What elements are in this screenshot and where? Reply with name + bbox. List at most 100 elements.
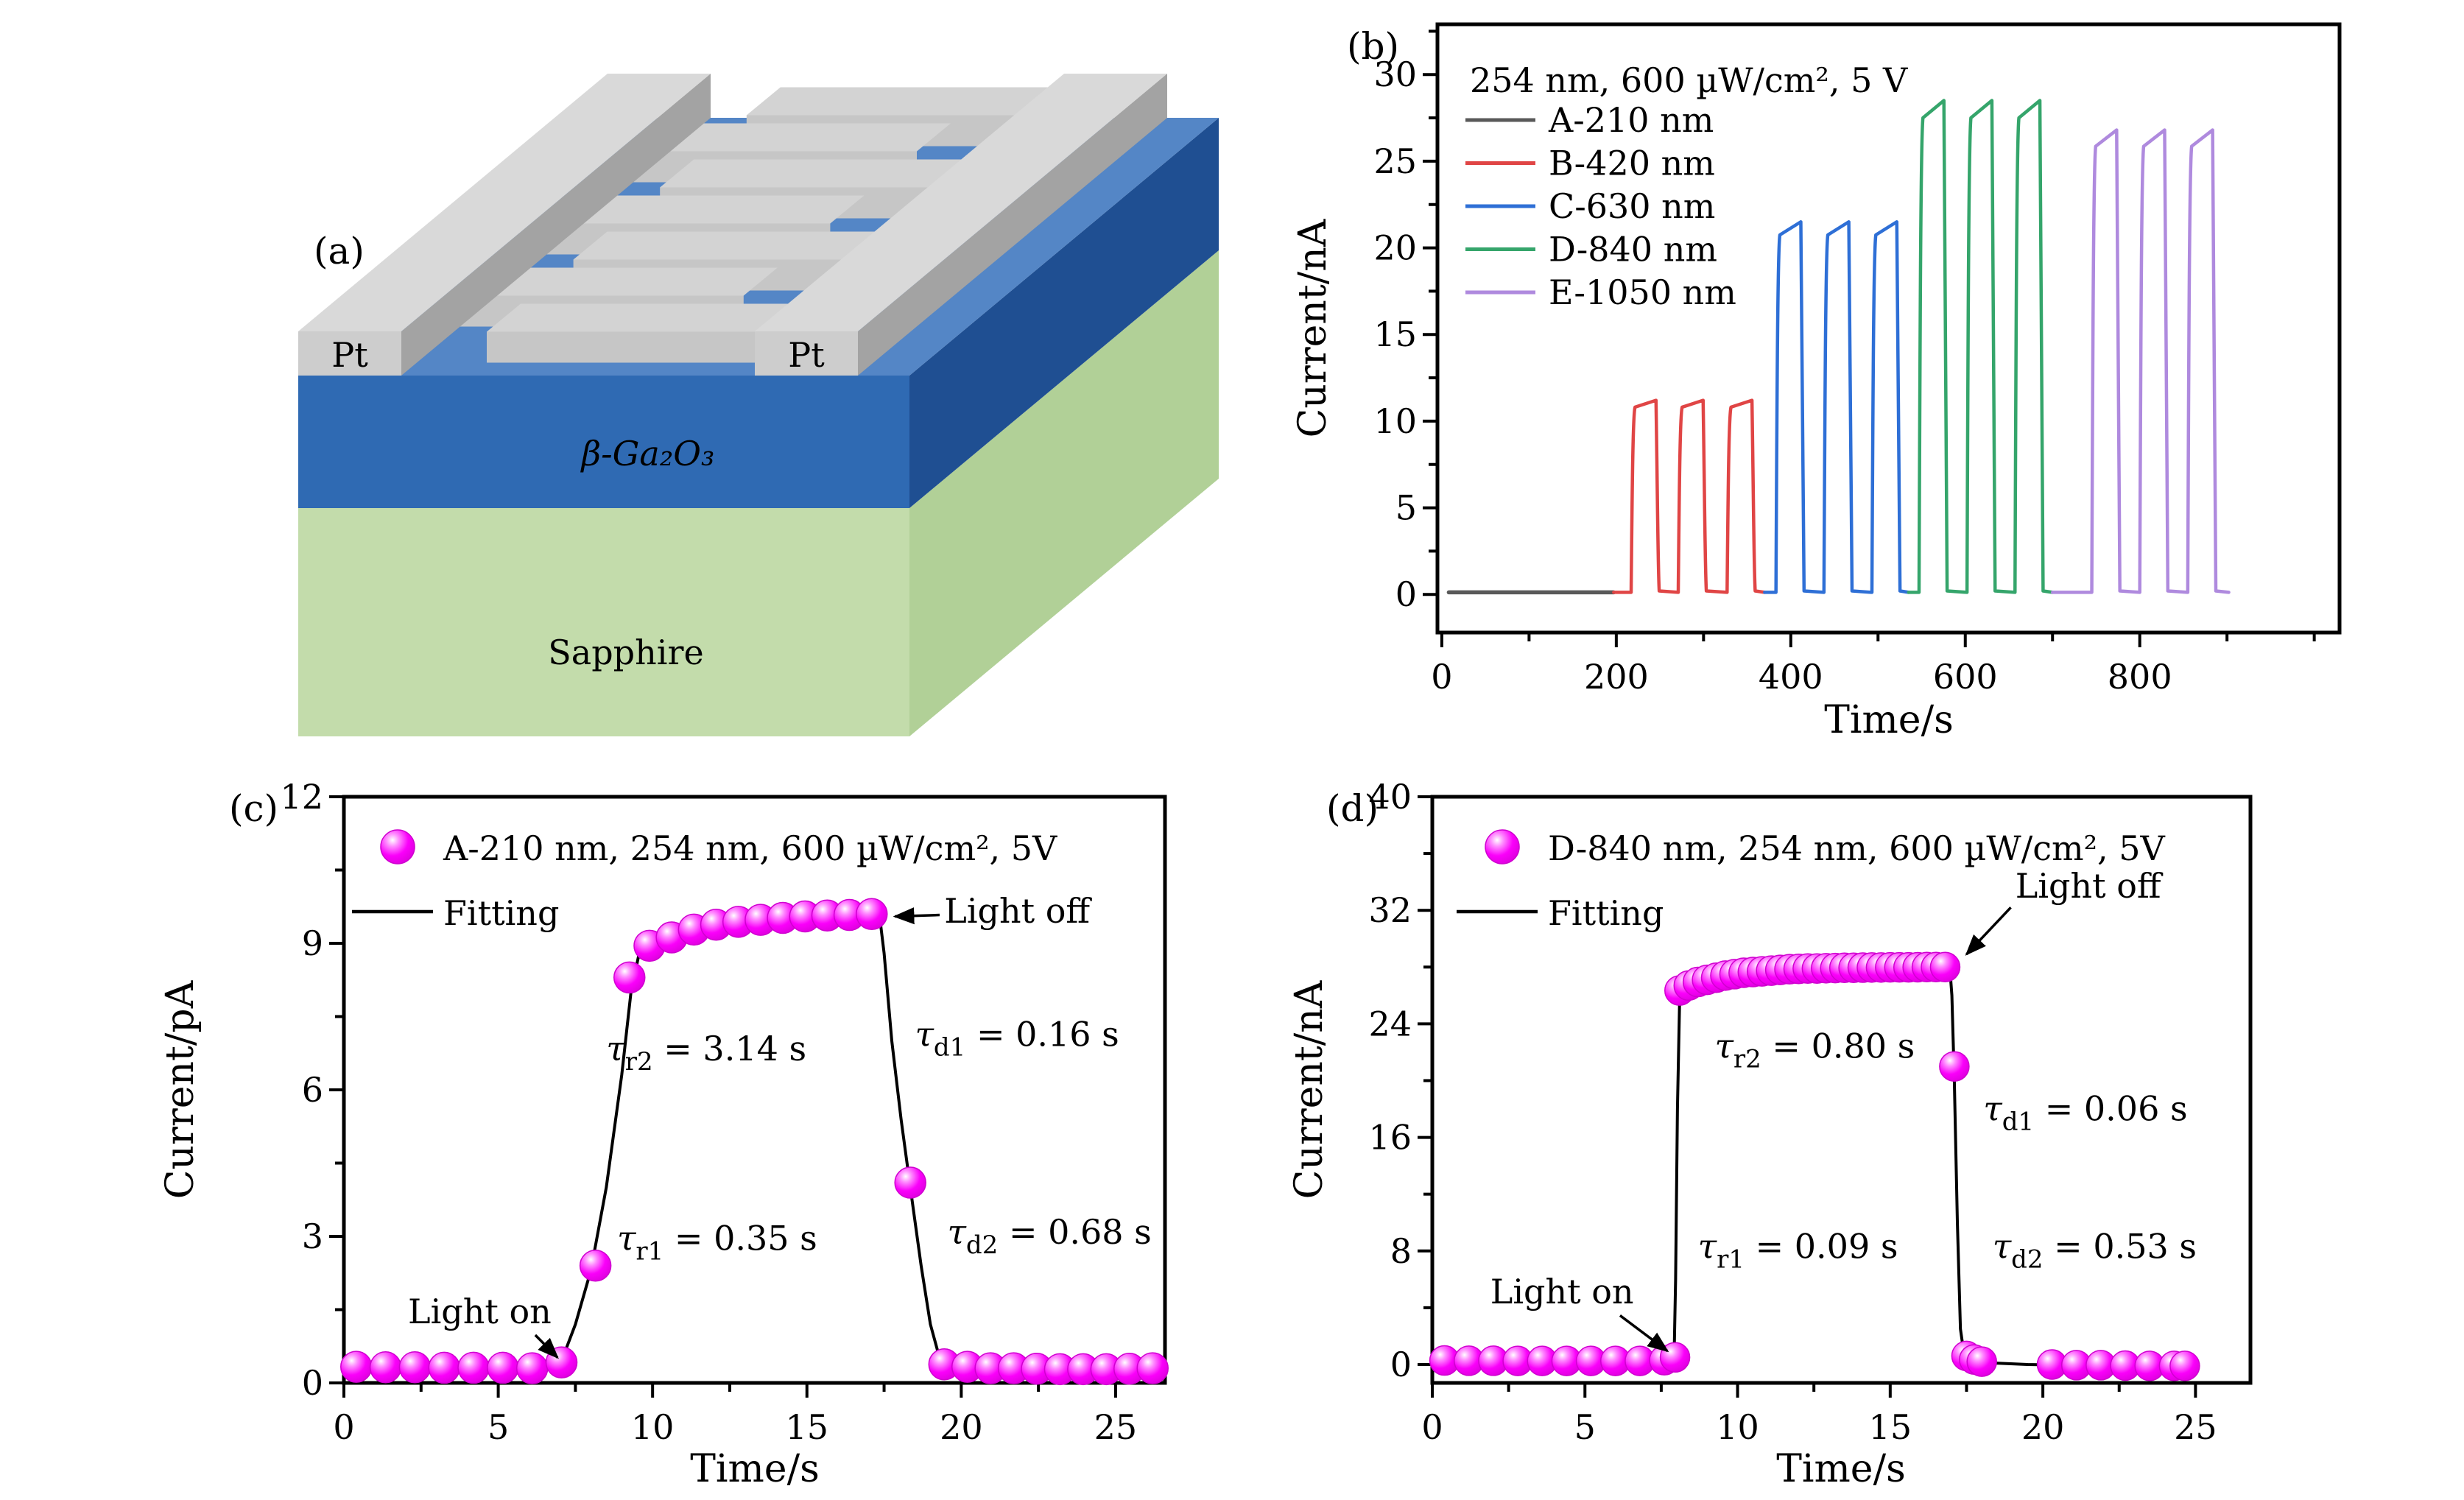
y-tick-label: 16 <box>1368 1118 1412 1158</box>
finger-electrode-top <box>487 303 804 332</box>
x-tick-label: 0 <box>1421 1407 1443 1447</box>
x-tick-label: 5 <box>487 1407 509 1447</box>
y-tick-label: 32 <box>1368 890 1412 930</box>
x-tick-label: 10 <box>1716 1407 1759 1447</box>
panel-d-chart: 0 5 10 15 20 25 0 8 16 24 32 40 D-840 nm, 254 nm, 6… <box>1287 777 2253 1491</box>
annotation-text: Light off <box>2016 866 2164 906</box>
legend-entry-label: D-840 nm <box>1549 230 1717 270</box>
data-point <box>369 1351 402 1384</box>
annotation-arrow <box>534 1334 559 1359</box>
data-point <box>1966 1346 1997 1377</box>
annotation-arrow <box>1965 906 2012 956</box>
data-point <box>2169 1351 2200 1381</box>
annotation-text: Light on <box>1490 1272 1634 1311</box>
series-E-1050 nm <box>2050 128 2231 594</box>
x-tick-label: 25 <box>1094 1407 1138 1447</box>
annotation-text: Light on <box>408 1292 552 1331</box>
series-d <box>1429 951 2200 1381</box>
axes-box <box>1435 22 2342 635</box>
data-point <box>1136 1352 1169 1384</box>
x-tick-label: 600 <box>1933 657 1998 697</box>
data-point <box>487 1351 519 1384</box>
finger-electrode-top <box>633 123 951 152</box>
y-tick-label: 5 <box>1395 488 1417 528</box>
data-point <box>613 961 646 994</box>
pt-bus-right-front <box>755 331 858 376</box>
data-point <box>428 1351 460 1384</box>
panel-b-ylabel: Current/nA <box>1291 218 1335 437</box>
x-tick-label: 400 <box>1759 657 1823 697</box>
y-tick-label: 8 <box>1390 1231 1412 1271</box>
finger-electrode-top <box>460 267 778 296</box>
x-tick-label: 25 <box>2174 1407 2217 1447</box>
y-tick-label: 0 <box>302 1363 323 1403</box>
fit-line <box>560 913 1156 1373</box>
interdigitated-fingers <box>460 87 1064 363</box>
annotation-text: τr1 = 0.09 s <box>1698 1226 1898 1274</box>
film-label: β-Ga₂O₃ <box>580 434 715 473</box>
panel-c-xlabel: Time/s <box>690 1447 820 1491</box>
data-point <box>1939 1051 1970 1082</box>
y-tick-label: 9 <box>302 923 323 963</box>
panel-b-xlabel: Time/s <box>1824 698 1954 742</box>
series-b <box>1446 99 2231 595</box>
x-tick-label: 5 <box>1574 1407 1596 1447</box>
panel-d-ylabel: Current/nA <box>1287 979 1331 1199</box>
fit-line <box>1672 965 2190 1368</box>
legend-d: D-840 nm, 254 nm, 600 µW/cm², 5V Fitting <box>1457 828 2166 933</box>
panel-b-chart: 0 200 400 600 800 0 5 10 15 20 25 30 254 nm, 600 µW… <box>1291 22 2342 742</box>
panel-d-letter: (d) <box>1326 787 1379 830</box>
series-c <box>340 898 1169 1386</box>
pt-bus-left-front <box>298 331 401 376</box>
data-point <box>579 1250 612 1282</box>
legend-c: A-210 nm, 254 nm, 600 µW/cm², 5V Fitting <box>352 828 1057 933</box>
x-tick-label: 0 <box>1431 657 1452 697</box>
panel-c-ylabel: Current/pA <box>158 979 203 1199</box>
panel-d-xlabel: Time/s <box>1776 1447 1906 1491</box>
y-tick-label: 20 <box>1373 228 1417 268</box>
annotations-c: Light on τr1 = 0.35 s τr2 = 3.14 s τd1 = 0.… <box>408 891 1152 1359</box>
legend-marker-ball <box>1485 829 1520 865</box>
panel-c-letter: (c) <box>229 787 278 830</box>
legend-title: 254 nm, 600 µW/cm², 5 V <box>1470 60 1908 100</box>
data-point <box>1929 951 1961 983</box>
plot-frame-c: 0 5 10 15 20 25 0 3 6 9 12 <box>280 777 1167 1447</box>
y-tick-label: 0 <box>1390 1345 1412 1384</box>
panel-c-chart: 0 5 10 15 20 25 0 3 6 9 12 A-210 nm, 254 nm, 600 µ… <box>158 777 1169 1491</box>
y-tick-label: 12 <box>280 777 323 817</box>
x-tick-label: 10 <box>631 1407 675 1447</box>
annotation-text: Light off <box>944 891 1092 931</box>
annotation-arrow <box>1619 1314 1669 1353</box>
x-tick-label: 0 <box>333 1407 354 1447</box>
substrate-side-face <box>909 250 1219 736</box>
annotation-text: τr2 = 0.80 s <box>1714 1027 1915 1074</box>
y-tick-label: 25 <box>1373 141 1417 181</box>
legend-entry-label: C-630 nm <box>1549 186 1715 226</box>
x-tick-label: 20 <box>2021 1407 2065 1447</box>
axes-box <box>1430 795 2253 1385</box>
plot-frame-d: 0 5 10 15 20 25 0 8 16 24 32 40 <box>1368 777 2253 1447</box>
annotation-text: τd1 = 0.06 s <box>1983 1088 2187 1136</box>
data-point <box>1659 1342 1691 1373</box>
data-point <box>894 1166 926 1199</box>
finger-electrode-front <box>487 331 770 363</box>
legend-b: 254 nm, 600 µW/cm², 5 VA-210 nm B-420 nmC… <box>1465 60 1908 312</box>
film-side-face <box>909 118 1219 508</box>
panel-b-letter: (b) <box>1347 25 1399 68</box>
legend-entry-label: B-420 nm <box>1549 144 1715 183</box>
film-front-face <box>298 376 909 508</box>
annotation-arrow <box>893 907 940 925</box>
x-tick-label: 15 <box>1869 1407 1912 1447</box>
finger-electrode-top <box>746 87 1064 116</box>
annotation-text: τd2 = 0.53 s <box>1993 1226 2197 1274</box>
panel-a-letter: (a) <box>314 230 365 272</box>
y-tick-label: 10 <box>1373 401 1417 441</box>
x-tick-label: 20 <box>940 1407 983 1447</box>
finger-electrode-top <box>546 195 865 224</box>
substrate-label: Sapphire <box>548 633 703 672</box>
data-point <box>856 898 888 930</box>
legend-fit-label: Fitting <box>443 893 559 933</box>
plot-frame-b: 0 200 400 600 800 0 5 10 15 20 25 30 <box>1373 22 2342 697</box>
